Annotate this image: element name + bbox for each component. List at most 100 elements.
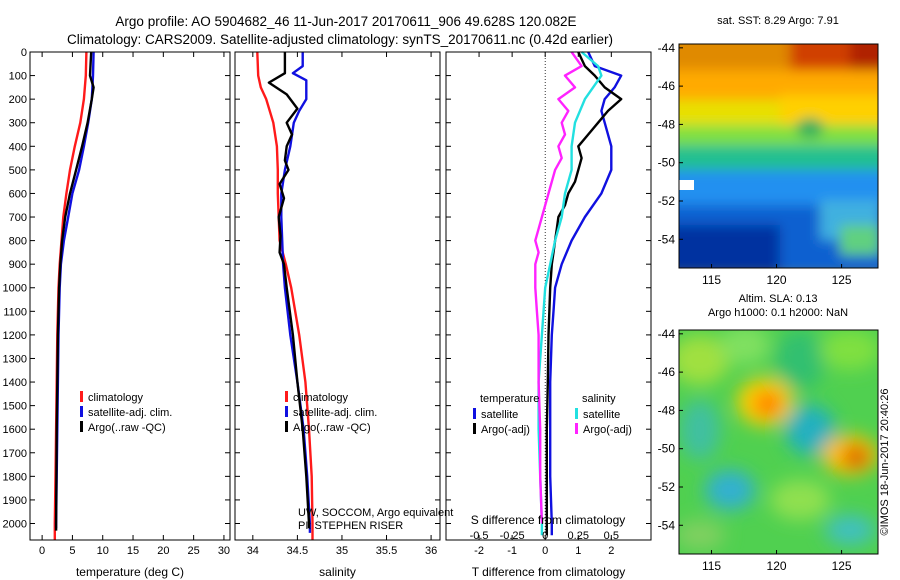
legend-swatch (473, 423, 476, 434)
x2-axis-label: S difference from climatology (471, 513, 626, 527)
map-y-tick-label: -44 (658, 41, 676, 55)
series-line-argo-adj- (534, 51, 583, 524)
y-tick-label: 1500 (3, 401, 27, 413)
x2-tick-label: -0.25 (500, 530, 525, 542)
y-tick-label: 1900 (3, 495, 27, 507)
panel-frame (445, 51, 652, 541)
legend-swatch (285, 421, 288, 432)
sst-field (679, 44, 878, 268)
x-axis-label: temperature (deg C) (76, 565, 184, 579)
series-line-satellite (549, 51, 623, 536)
temperature-panel: 0 5 10 15 20 25 30 temperature (deg C) 0 100 200 30… (3, 47, 231, 579)
legend-swatch (473, 408, 476, 419)
x-tick-label: 34.5 (287, 545, 308, 557)
sst-title: sat. SST: 8.29 Argo: 7.91 (717, 15, 839, 27)
y-tick-label: 1200 (3, 330, 27, 342)
x-tick-label: -1 (507, 545, 517, 557)
map-y-tick-label: -52 (658, 480, 676, 494)
map-x-tick-label: 125 (832, 559, 852, 573)
y-tick-label: 500 (9, 165, 27, 177)
legend-swatch (285, 391, 288, 402)
map-y-tick-label: -54 (658, 518, 676, 532)
salinity-panel: 34 34.5 35 35.5 36 salinity climatology satelli… (234, 51, 453, 579)
x-tick-label: -2 (474, 545, 484, 557)
x-tick-label: 10 (97, 545, 109, 557)
legend-header-salinity: salinity (582, 393, 616, 405)
header-line2: Climatology: CARS2009. Satellite-adjuste… (67, 32, 613, 47)
series-line-argo-adj- (545, 51, 623, 536)
map-y-tick-label: -44 (658, 327, 676, 341)
pi-annotation: UW, SOCCOM, Argo equivalent (298, 507, 453, 519)
y-tick-label: 1600 (3, 424, 27, 436)
map-y-tick-label: -50 (658, 442, 676, 456)
x-tick-label: 0 (542, 545, 548, 557)
x-tick-label: 36 (425, 545, 437, 557)
difference-panel: -2 -1 0 1 2 T difference from climatology temp… (445, 51, 652, 579)
legend-label: satellite-adj. clim. (88, 407, 172, 419)
header-line1: Argo profile: AO 5904682_46 11-Jun-2017 … (115, 14, 576, 29)
legend-label: climatology (293, 392, 349, 404)
legend-label: Argo(..raw -QC) (88, 422, 166, 434)
y-tick-label: 200 (9, 94, 27, 106)
y-tick-label: 700 (9, 212, 27, 224)
map-x-tick-label: 115 (702, 273, 721, 287)
y-tick-label: 1000 (3, 283, 27, 295)
sla-title-2: Argo h1000: 0.1 h2000: NaN (708, 307, 848, 319)
legend-swatch (80, 391, 83, 402)
map-x-tick-label: 125 (832, 273, 852, 287)
y-tick-label: 0 (21, 47, 27, 59)
map-x-tick-label: 115 (702, 559, 721, 573)
x-tick-label: 2 (608, 545, 614, 557)
x-tick-label: 35 (336, 545, 348, 557)
y-tick-label: 400 (9, 141, 27, 153)
legend-header-temperature: temperature (480, 393, 539, 405)
legend-label: Argo(-adj) (583, 424, 632, 436)
series-line-satellite (537, 51, 603, 536)
map-y-tick-label: -52 (658, 194, 676, 208)
x-tick-label: 34 (247, 545, 259, 557)
sla-field (679, 330, 878, 554)
y-tick-label: 1100 (3, 306, 27, 318)
map-y-tick-label: -46 (658, 365, 676, 379)
y-tick-label: 800 (9, 236, 27, 248)
imos-timestamp: ©IMOS 18-Jun-2017 20:40:26 (879, 389, 891, 536)
legend-label: satellite (481, 409, 518, 421)
legend-swatch (575, 408, 578, 419)
legend-swatch (285, 406, 288, 417)
x-tick-label: 15 (127, 545, 139, 557)
y-tick-label: 1800 (3, 471, 27, 483)
legend-swatch (575, 423, 578, 434)
x-tick-label: 25 (188, 545, 200, 557)
sla-map: Altim. SLA: 0.13 Argo h1000: 0.1 h2000: … (658, 293, 891, 573)
x-axis-label: salinity (319, 565, 356, 579)
series-line-argo-raw-qc- (267, 52, 311, 529)
x-axis-label: T difference from climatology (472, 565, 626, 579)
y-tick-label: 600 (9, 188, 27, 200)
map-y-tick-label: -48 (658, 403, 676, 417)
x2-tick-label: 0.25 (568, 530, 589, 542)
legend-swatch (80, 421, 83, 432)
x2-tick-label: 0.5 (604, 530, 619, 542)
x-tick-label: 30 (218, 545, 230, 557)
legend-label: satellite (583, 409, 620, 421)
map-x-tick-label: 120 (767, 559, 787, 573)
panel-frame (29, 51, 231, 541)
x-tick-label: 20 (157, 545, 169, 557)
map-y-tick-label: -46 (658, 79, 676, 93)
y-tick-label: 1700 (3, 448, 27, 460)
legend-label: Argo(..raw -QC) (293, 422, 371, 434)
map-y-tick-label: -50 (658, 156, 676, 170)
legend-label: Argo(-adj) (481, 424, 530, 436)
legend-swatch (80, 406, 83, 417)
x-tick-label: 0 (39, 545, 45, 557)
map-y-tick-label: -48 (658, 117, 676, 131)
pi-annotation: PI: STEPHEN RISER (298, 520, 403, 532)
y-tick-label: 900 (9, 259, 27, 271)
y-tick-label: 100 (9, 71, 27, 83)
x-tick-label: 5 (69, 545, 75, 557)
y-tick-label: 300 (9, 118, 27, 130)
map-y-tick-label: -54 (658, 232, 676, 246)
y-tick-label: 2000 (3, 518, 27, 530)
